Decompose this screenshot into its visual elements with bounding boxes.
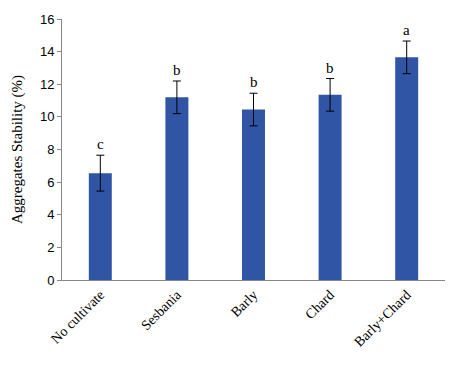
svg-text:No cultivate: No cultivate — [48, 287, 107, 346]
svg-text:10: 10 — [40, 109, 54, 124]
svg-text:0: 0 — [47, 273, 54, 288]
svg-text:Barly+Chard: Barly+Chard — [351, 287, 413, 349]
svg-text:6: 6 — [47, 175, 54, 190]
svg-text:4: 4 — [47, 207, 54, 222]
svg-text:b: b — [250, 74, 258, 90]
svg-text:Aggregates Stability (%): Aggregates Stability (%) — [9, 75, 26, 224]
svg-text:12: 12 — [40, 77, 54, 92]
svg-text:a: a — [403, 22, 410, 38]
svg-text:2: 2 — [47, 240, 54, 255]
svg-text:14: 14 — [40, 44, 54, 59]
svg-text:c: c — [97, 136, 104, 152]
svg-text:8: 8 — [47, 142, 54, 157]
svg-text:16: 16 — [40, 12, 54, 27]
svg-text:b: b — [326, 60, 334, 76]
svg-text:Chard: Chard — [302, 287, 337, 322]
svg-text:Barly: Barly — [228, 287, 261, 320]
svg-text:b: b — [173, 62, 181, 78]
svg-text:Sesbania: Sesbania — [138, 287, 184, 333]
